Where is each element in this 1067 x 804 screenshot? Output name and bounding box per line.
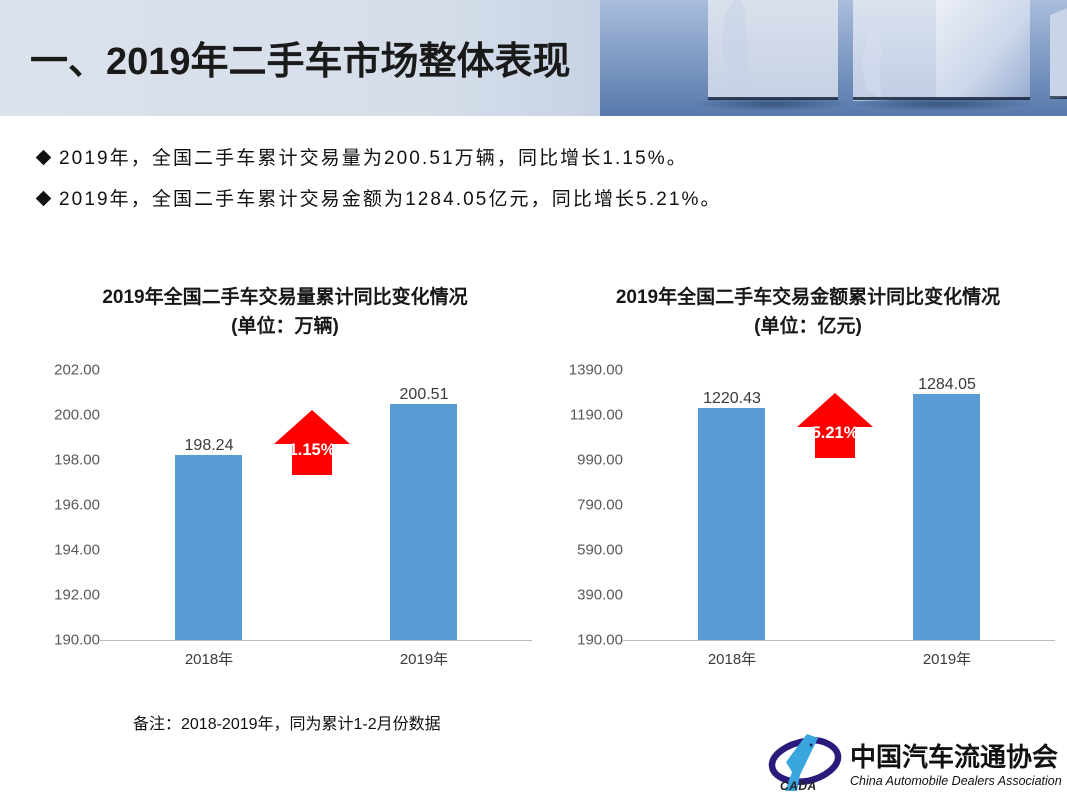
svg-text:China Automobile Dealers Assoc: China Automobile Dealers Association: [850, 774, 1062, 788]
svg-text:中国汽车流通协会: 中国汽车流通协会: [850, 742, 1058, 772]
svg-text:5.21%: 5.21%: [812, 424, 859, 442]
svg-text:CADA: CADA: [780, 779, 817, 793]
svg-text:1.15%: 1.15%: [289, 441, 336, 459]
